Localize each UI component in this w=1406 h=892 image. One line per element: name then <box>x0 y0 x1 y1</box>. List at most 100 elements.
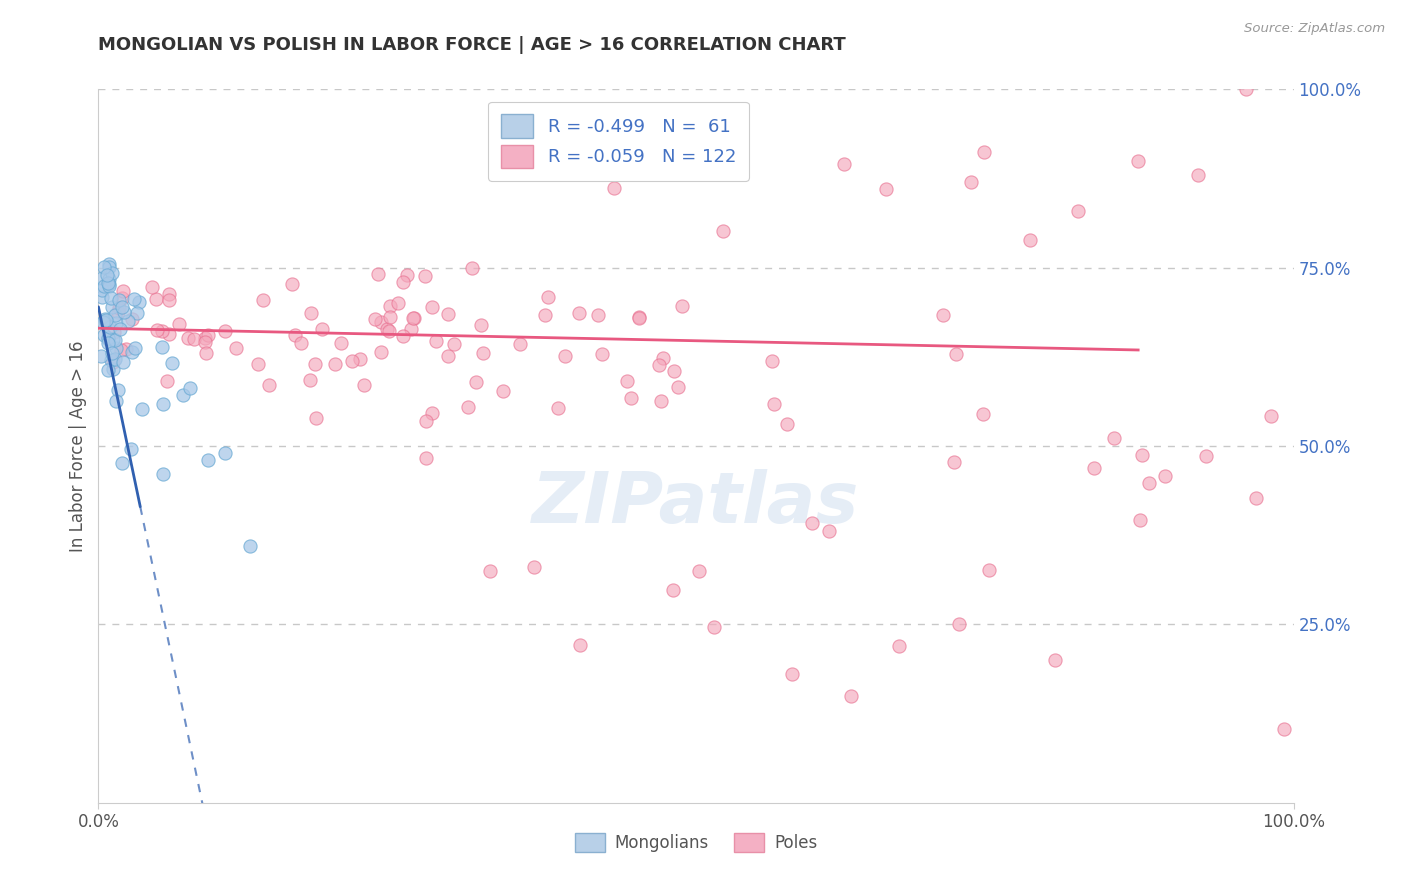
Point <box>948 617 970 632</box>
Point <box>115 343 138 357</box>
Point <box>93 260 115 275</box>
Point <box>128 295 150 310</box>
Point <box>103 332 125 346</box>
Point <box>183 332 205 346</box>
Point <box>97 330 120 344</box>
Point <box>554 350 576 364</box>
Point <box>172 388 194 402</box>
Point <box>523 559 546 574</box>
Point <box>457 400 479 414</box>
Point <box>304 357 326 371</box>
Point <box>247 357 270 371</box>
Point <box>648 358 671 372</box>
Point <box>197 453 219 467</box>
Point <box>107 301 129 315</box>
Point <box>98 277 121 291</box>
Point <box>1137 476 1160 491</box>
Point <box>157 293 180 308</box>
Point <box>349 352 371 367</box>
Point <box>225 342 247 356</box>
Point <box>120 442 142 456</box>
Point <box>1129 513 1152 527</box>
Point <box>662 364 685 378</box>
Legend: Mongolians, Poles: Mongolians, Poles <box>568 826 824 859</box>
Point <box>942 455 965 469</box>
Point <box>108 293 131 307</box>
Point <box>662 582 685 597</box>
Point <box>90 270 112 285</box>
Point <box>238 539 260 553</box>
Point <box>591 347 613 361</box>
Point <box>111 456 134 470</box>
Point <box>141 279 163 293</box>
Point <box>628 310 651 324</box>
Point <box>94 312 117 326</box>
Point <box>415 268 437 283</box>
Point <box>420 300 443 314</box>
Point <box>111 284 134 298</box>
Point <box>1154 468 1177 483</box>
Point <box>117 314 139 328</box>
Point <box>415 450 437 465</box>
Point <box>711 224 734 238</box>
Point <box>650 394 672 409</box>
Point <box>652 351 675 366</box>
Point <box>375 322 398 336</box>
Point <box>108 322 131 336</box>
Point <box>214 446 236 460</box>
Point <box>93 328 115 343</box>
Point <box>762 396 785 410</box>
Point <box>194 331 217 345</box>
Point <box>761 354 783 368</box>
Point <box>124 341 146 355</box>
Point <box>112 304 135 318</box>
Point <box>945 347 967 361</box>
Point <box>628 311 651 326</box>
Point <box>157 327 180 342</box>
Point <box>801 516 824 530</box>
Point <box>104 317 127 331</box>
Point <box>100 291 122 305</box>
Point <box>775 417 797 432</box>
Point <box>104 334 127 348</box>
Point <box>97 260 120 274</box>
Point <box>131 402 153 417</box>
Point <box>1102 431 1125 445</box>
Point <box>666 380 689 394</box>
Point <box>101 266 124 280</box>
Point <box>671 299 693 313</box>
Point <box>97 277 120 291</box>
Point <box>465 375 488 389</box>
Point <box>111 291 134 305</box>
Point <box>1019 233 1042 247</box>
Point <box>1187 168 1209 182</box>
Point <box>290 336 312 351</box>
Point <box>177 331 200 345</box>
Point <box>94 314 117 328</box>
Point <box>281 277 304 292</box>
Point <box>380 310 402 324</box>
Point <box>420 406 443 420</box>
Text: ZIPatlas: ZIPatlas <box>533 468 859 538</box>
Point <box>620 391 643 405</box>
Point <box>195 345 218 359</box>
Point <box>252 293 274 308</box>
Point <box>367 267 389 281</box>
Point <box>1128 153 1150 168</box>
Point <box>470 318 492 333</box>
Point <box>97 336 120 351</box>
Point <box>101 361 124 376</box>
Point <box>214 324 236 338</box>
Point <box>305 411 328 425</box>
Point <box>111 300 134 314</box>
Point <box>150 324 173 338</box>
Point <box>107 305 129 319</box>
Point <box>97 363 120 377</box>
Point <box>104 393 127 408</box>
Point <box>329 336 352 351</box>
Point <box>152 467 174 481</box>
Point <box>832 157 855 171</box>
Point <box>299 306 322 320</box>
Point <box>396 268 419 282</box>
Point <box>979 563 1001 577</box>
